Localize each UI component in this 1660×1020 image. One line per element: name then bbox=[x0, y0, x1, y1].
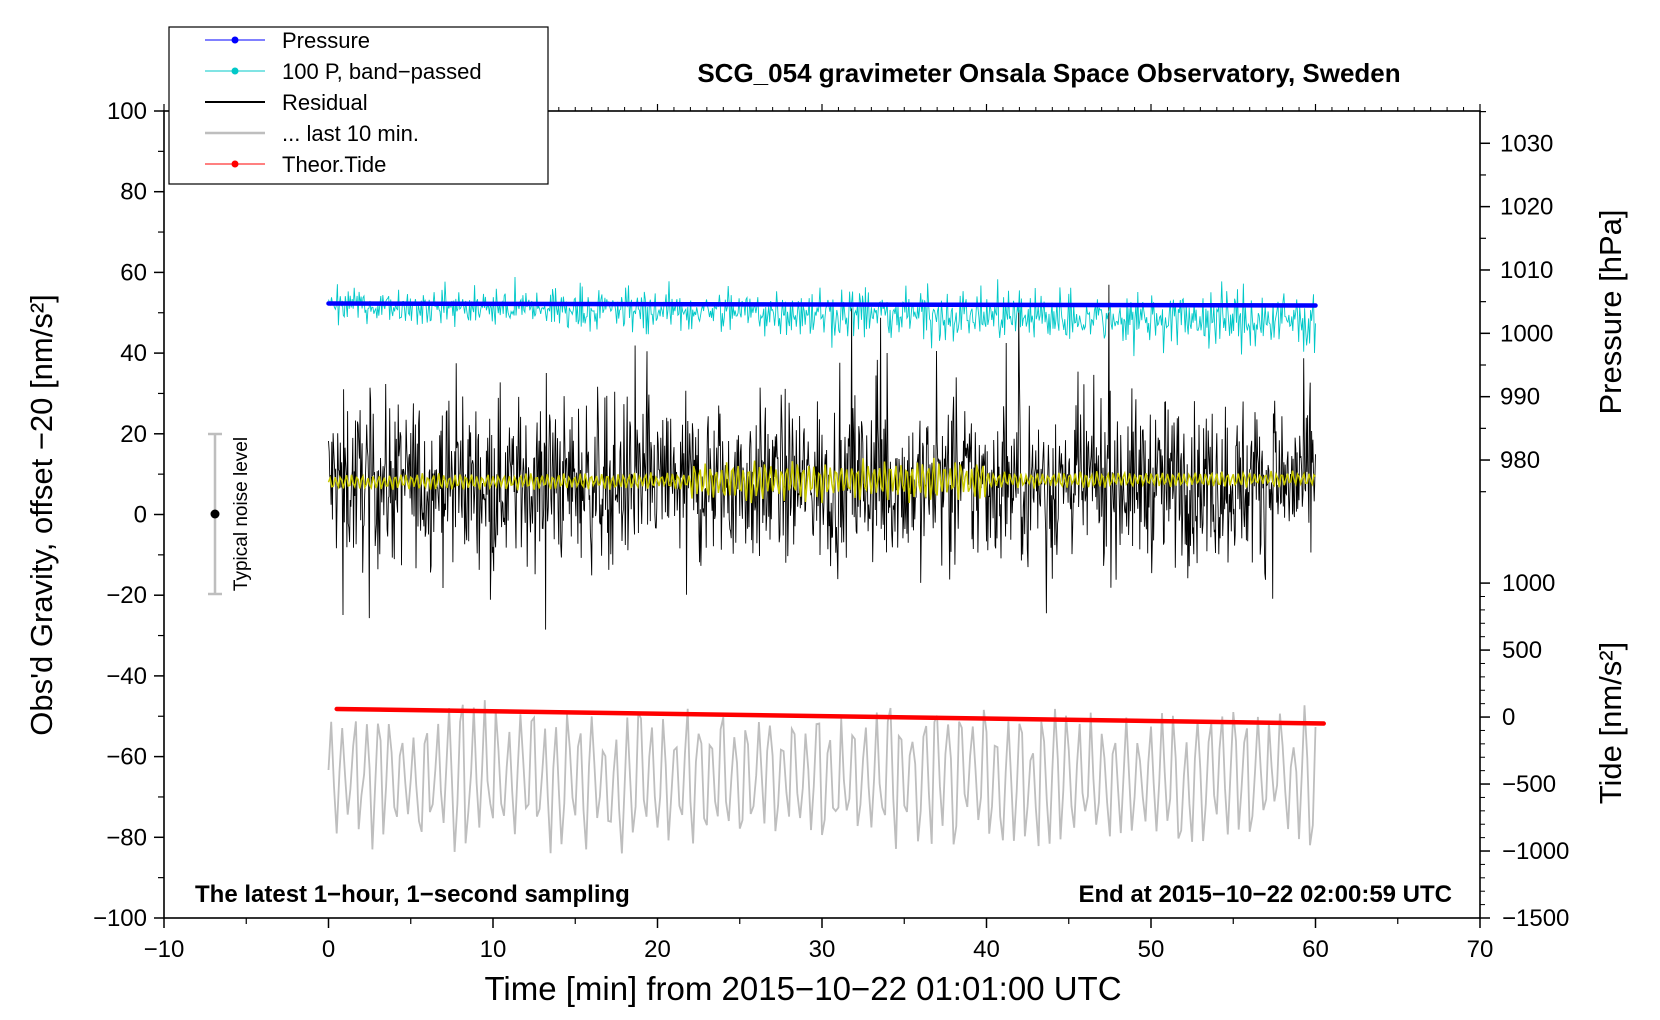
x-tick-label: −10 bbox=[144, 936, 185, 963]
series-layer bbox=[326, 276, 1326, 854]
axis-layer: −10 0 10 20 30 40 50 60 70100806040200−20−40−60−… bbox=[93, 98, 1569, 963]
x-tick-label: 0 bbox=[322, 936, 335, 963]
pressure-tick-label: 1020 bbox=[1500, 194, 1553, 221]
pressure-tick-label: 980 bbox=[1500, 447, 1540, 474]
y-tick-label: −40 bbox=[106, 663, 147, 690]
legend-label-tide: Theor.Tide bbox=[282, 152, 386, 177]
y-tick-label: 60 bbox=[120, 259, 147, 286]
tide-tick-label: −500 bbox=[1502, 771, 1556, 798]
y-axis-title: Obs'd Gravity, offset −20 [nm/s²] bbox=[24, 294, 59, 736]
x-axis-title: Time [min] from 2015−10−22 01:01:00 UTC bbox=[484, 970, 1121, 1007]
legend-marker-pressure bbox=[231, 36, 239, 44]
pressure-tick-label: 1010 bbox=[1500, 257, 1553, 284]
y-tick-label: −80 bbox=[106, 824, 147, 851]
series-residual-smoothed bbox=[327, 457, 1317, 504]
pressure-tick-label: 990 bbox=[1500, 384, 1540, 411]
legend: Pressure 100 P, band−passed Residual ...… bbox=[168, 26, 549, 185]
legend-item-tide: Theor.Tide bbox=[205, 152, 386, 177]
tide-tick-label: −1500 bbox=[1502, 905, 1569, 932]
pressure-tick-label: 1000 bbox=[1500, 320, 1553, 347]
tide-tick-label: 1000 bbox=[1502, 570, 1555, 597]
pressure-axis-title: Pressure [hPa] bbox=[1593, 209, 1628, 414]
tide-tick-label: 0 bbox=[1502, 704, 1515, 731]
series-last-10-min bbox=[327, 700, 1317, 854]
legend-label-pressure: Pressure bbox=[282, 28, 370, 53]
legend-item-pressure: Pressure bbox=[205, 28, 370, 53]
x-tick-label: 30 bbox=[809, 936, 836, 963]
y-tick-label: 20 bbox=[120, 421, 147, 448]
tide-tick-label: 500 bbox=[1502, 637, 1542, 664]
x-tick-label: 10 bbox=[480, 936, 507, 963]
legend-item-residual: Residual bbox=[205, 90, 368, 115]
end-time-annotation: End at 2015−10−22 02:00:59 UTC bbox=[1078, 881, 1452, 908]
series-pressure bbox=[326, 301, 1318, 308]
y-tick-label: 100 bbox=[107, 98, 147, 125]
tide-axis-title: Tide [nm/s²] bbox=[1593, 642, 1628, 805]
legend-label-bandpassed: 100 P, band−passed bbox=[282, 59, 482, 84]
legend-item-last10: ... last 10 min. bbox=[205, 121, 419, 146]
y-tick-label: −100 bbox=[93, 905, 147, 932]
legend-marker-tide bbox=[231, 160, 239, 168]
x-tick-label: 70 bbox=[1467, 936, 1494, 963]
y-tick-label: −20 bbox=[106, 582, 147, 609]
x-tick-label: 60 bbox=[1302, 936, 1329, 963]
y-tick-label: −60 bbox=[106, 744, 147, 771]
x-tick-label: 50 bbox=[1138, 936, 1165, 963]
noise-center-dot bbox=[210, 509, 220, 519]
chart-title: SCG_054 gravimeter Onsala Space Observat… bbox=[697, 58, 1400, 88]
x-tick-label: 20 bbox=[644, 936, 671, 963]
pressure-tick-label: 1030 bbox=[1500, 130, 1553, 157]
noise-indicator: Typical noise level bbox=[208, 432, 252, 596]
noise-label: Typical noise level bbox=[231, 437, 252, 591]
legend-label-residual: Residual bbox=[282, 90, 368, 115]
series-residual bbox=[328, 284, 1316, 630]
y-tick-label: 40 bbox=[120, 340, 147, 367]
legend-item-bandpassed: 100 P, band−passed bbox=[205, 59, 482, 84]
tide-tick-label: −1000 bbox=[1502, 838, 1569, 865]
legend-marker-bandpassed bbox=[231, 67, 239, 75]
x-tick-label: 40 bbox=[973, 936, 1000, 963]
legend-label-last10: ... last 10 min. bbox=[282, 121, 419, 146]
series-theor-tide bbox=[334, 706, 1326, 726]
sampling-annotation: The latest 1−hour, 1−second sampling bbox=[195, 881, 630, 908]
y-tick-label: 80 bbox=[120, 179, 147, 206]
y-tick-label: 0 bbox=[134, 502, 147, 529]
legend-box bbox=[168, 26, 549, 185]
